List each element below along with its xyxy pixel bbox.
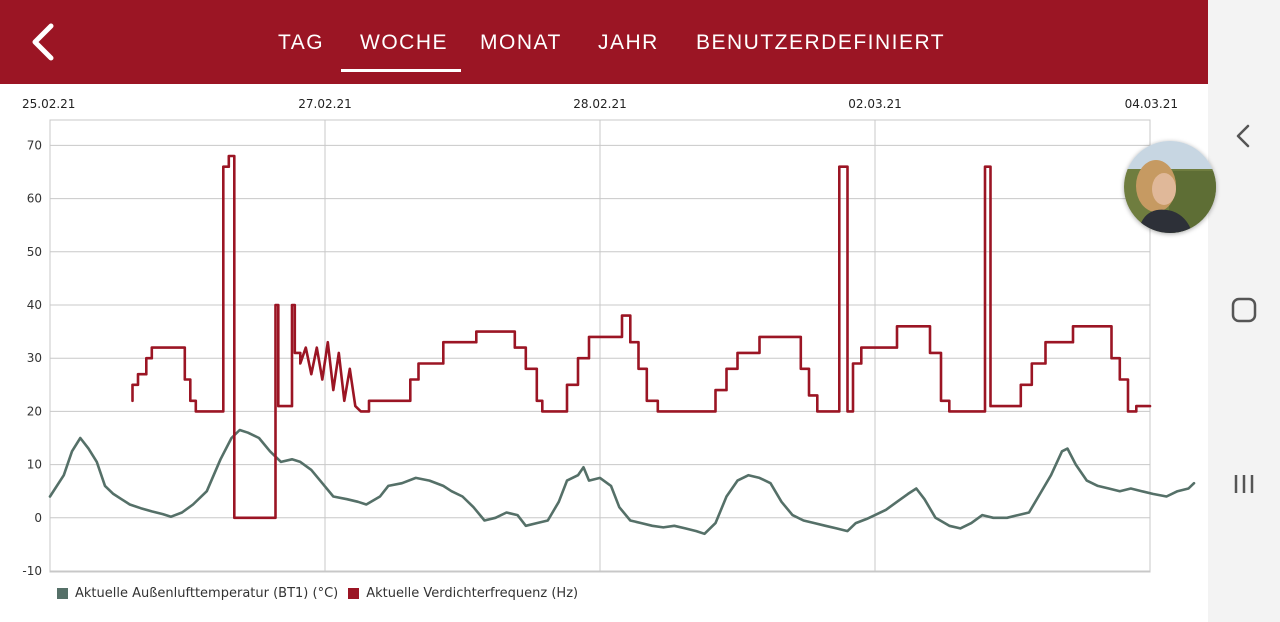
- tab-benutzerdefiniert[interactable]: BENUTZERDEFINIERT: [696, 31, 945, 55]
- active-tab-indicator: [341, 69, 461, 72]
- system-recents-button[interactable]: [1226, 466, 1262, 502]
- legend-swatch-temperature: [57, 588, 68, 599]
- tab-woche[interactable]: WOCHE: [360, 31, 448, 55]
- series-line-1: [133, 156, 1151, 518]
- legend-item-temperature: Aktuelle Außenlufttemperatur (BT1) (°C): [57, 586, 338, 601]
- x-tick-label: 02.03.21: [848, 97, 901, 111]
- y-tick-label: 20: [27, 404, 42, 418]
- x-tick-label: 27.02.21: [298, 97, 351, 111]
- system-home-button[interactable]: [1226, 292, 1262, 328]
- recent-apps-icon: [1226, 466, 1262, 502]
- y-axis-labels: 70 60 50 40 30 20 10 0 -10: [22, 138, 42, 578]
- line-chart: 25.02.21 27.02.21 28.02.21 02.03.21 04.03.21…: [0, 84, 1208, 584]
- legend-label-compressor: Aktuelle Verdichterfrequenz (Hz): [366, 586, 578, 601]
- x-tick-label: 28.02.21: [573, 97, 626, 111]
- x-tick-label: 04.03.21: [1125, 97, 1178, 111]
- system-back-button[interactable]: [1226, 118, 1262, 154]
- y-tick-label: 0: [34, 511, 42, 525]
- y-tick-label: 40: [27, 298, 42, 312]
- y-tick-label: 60: [27, 192, 42, 206]
- user-avatar[interactable]: [1124, 141, 1216, 233]
- y-tick-label: 50: [27, 245, 42, 259]
- chevron-left-icon: [1226, 118, 1262, 154]
- home-square-icon: [1226, 292, 1262, 328]
- chart-series: [50, 156, 1194, 534]
- avatar-photo: [1124, 141, 1216, 233]
- legend-label-temperature: Aktuelle Außenlufttemperatur (BT1) (°C): [75, 586, 338, 601]
- legend-swatch-compressor: [348, 588, 359, 599]
- y-tick-label: 70: [27, 138, 42, 152]
- tab-bar: TAG WOCHE MONAT JAHR BENUTZERDEFINIERT: [0, 0, 1208, 84]
- y-tick-label: 10: [27, 458, 42, 472]
- y-tick-label: -10: [22, 564, 42, 578]
- tab-tag[interactable]: TAG: [278, 31, 324, 55]
- x-tick-label: 25.02.21: [22, 97, 75, 111]
- legend-item-compressor: Aktuelle Verdichterfrequenz (Hz): [348, 586, 578, 601]
- tab-monat[interactable]: MONAT: [480, 31, 562, 55]
- y-tick-label: 30: [27, 351, 42, 365]
- chart-legend: Aktuelle Außenlufttemperatur (BT1) (°C) …: [57, 586, 588, 601]
- x-axis-labels: 25.02.21 27.02.21 28.02.21 02.03.21 04.03.21: [22, 97, 1178, 111]
- tab-jahr[interactable]: JAHR: [598, 31, 659, 55]
